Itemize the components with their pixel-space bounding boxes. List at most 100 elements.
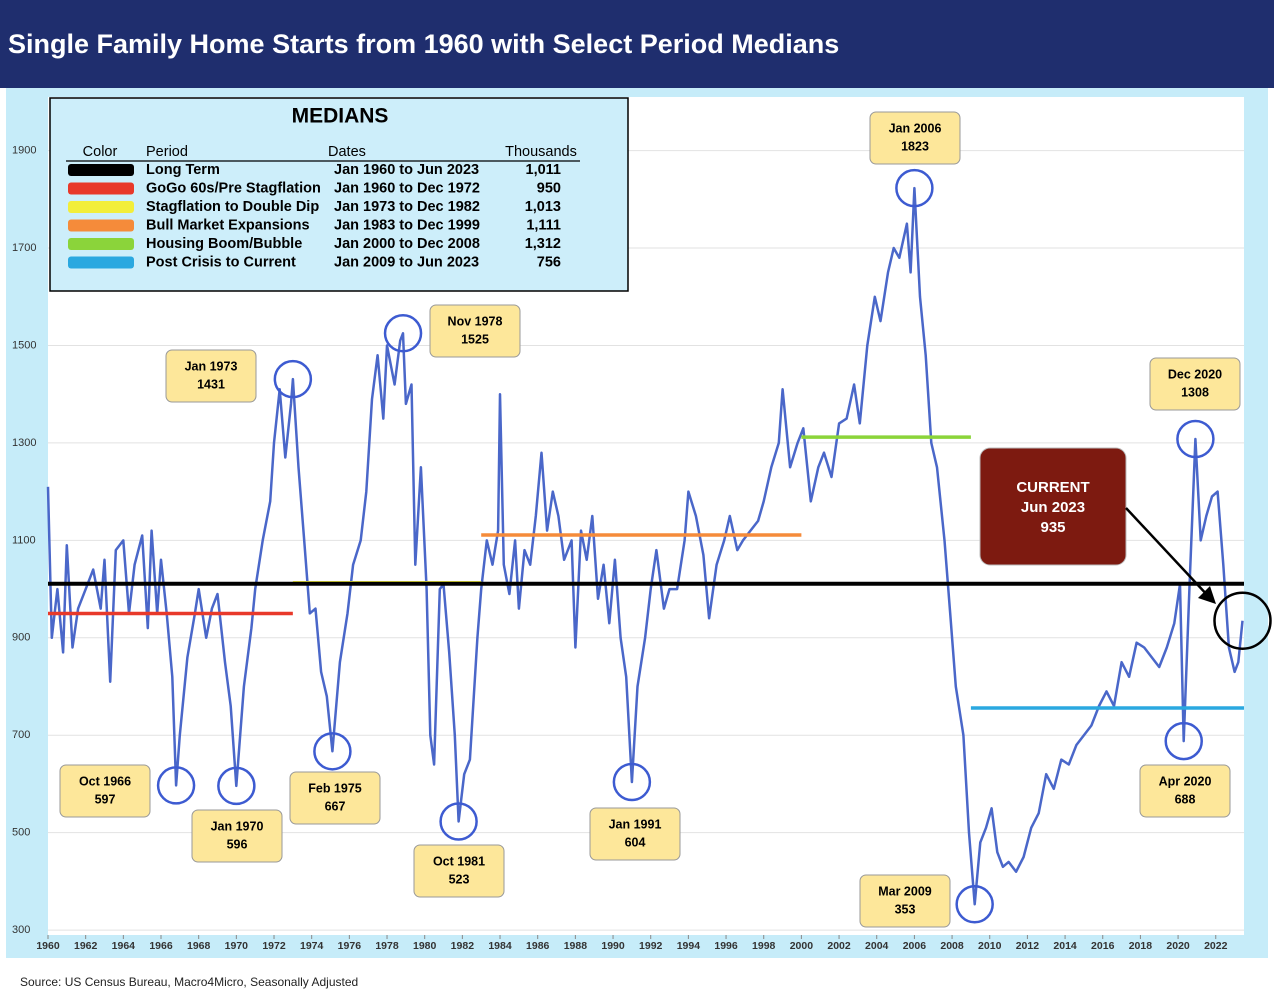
annotation-date: Nov 1978: [448, 314, 503, 328]
current-arrowhead: [1198, 586, 1216, 604]
medians-swatch: [68, 182, 134, 195]
medians-value: 1,011: [526, 162, 562, 178]
x-tick-label: 1990: [601, 940, 625, 952]
x-tick-label: 1982: [451, 940, 475, 952]
highlight-circle: [383, 314, 423, 353]
annotation-box: [1149, 357, 1241, 411]
medians-period: Bull Market Expansions: [146, 217, 310, 233]
annotation-box: [429, 304, 521, 358]
current-circle: [1213, 591, 1272, 650]
annotation-box: [413, 844, 505, 898]
annotation-box: [859, 874, 951, 928]
medians-title: MEDIANS: [292, 105, 389, 128]
y-tick-label: 1700: [12, 242, 36, 254]
y-tick-label: 1100: [12, 534, 36, 546]
medians-value: 756: [537, 254, 561, 270]
x-tick-label: 1960: [36, 940, 60, 952]
current-arrow: [1125, 507, 1211, 599]
annotation-value: 1308: [1181, 385, 1209, 399]
y-tick-label: 900: [12, 632, 30, 644]
x-tick-label: 2010: [978, 940, 1002, 952]
annotation-value: 1431: [197, 377, 225, 391]
x-tick-label: 2018: [1129, 940, 1153, 952]
annotation-value: 604: [625, 835, 646, 849]
annotation-value: 1823: [901, 139, 929, 153]
current-title: CURRENT: [1016, 479, 1089, 496]
x-tick-label: 2012: [1016, 940, 1040, 952]
medians-period: Housing Boom/Bubble: [146, 236, 302, 252]
x-tick-label: 2020: [1166, 940, 1190, 952]
x-tick-label: 2002: [827, 940, 851, 952]
y-tick-label: 700: [12, 729, 30, 741]
medians-dates: Jan 1960 to Dec 1972: [334, 180, 480, 196]
x-tick-label: 1974: [300, 940, 324, 952]
medians-period: Long Term: [146, 162, 220, 178]
annotation-value: 523: [449, 872, 470, 886]
highlight-circle: [1176, 419, 1215, 459]
x-tick-label: 1964: [112, 940, 136, 952]
current-value: 935: [1040, 519, 1065, 536]
current-box: [979, 447, 1127, 566]
current-date: Jun 2023: [1021, 499, 1085, 516]
x-tick-label: 1988: [564, 940, 588, 952]
medians-dates: Jan 1960 to Jun 2023: [334, 162, 479, 178]
annotation-date: Feb 1975: [308, 781, 362, 795]
x-tick-label: 1966: [149, 940, 173, 952]
highlight-circle: [156, 766, 196, 805]
header-band: [0, 0, 1274, 88]
annotation-date: Mar 2009: [878, 884, 932, 898]
medians-swatch: [68, 201, 134, 213]
y-tick-label: 500: [12, 827, 30, 839]
annotation-box: [1139, 764, 1231, 818]
annotation-box: [869, 111, 961, 165]
annotation-date: Apr 2020: [1159, 774, 1212, 788]
highlight-circle: [217, 766, 256, 806]
medians-swatch: [68, 219, 134, 232]
x-tick-label: 1968: [187, 940, 211, 952]
medians-value: 1,312: [525, 236, 561, 252]
x-tick-label: 1962: [74, 940, 98, 952]
medians-period: Post Crisis to Current: [146, 254, 296, 270]
medians-header: Period: [146, 144, 188, 160]
y-tick-label: 300: [12, 924, 30, 936]
x-tick-label: 2004: [865, 940, 889, 952]
highlight-circle: [612, 762, 652, 802]
highlight-circle: [439, 802, 478, 841]
medians-period: Stagflation to Double Dip: [146, 199, 319, 215]
medians-value: 950: [537, 180, 561, 196]
annotation-box: [59, 764, 151, 818]
highlight-circle: [955, 885, 994, 924]
x-tick-label: 2014: [1053, 940, 1077, 952]
x-tick-label: 1976: [338, 940, 362, 952]
y-tick-label: 1900: [12, 144, 36, 156]
x-tick-label: 2000: [790, 940, 814, 952]
annotation-box: [289, 771, 381, 825]
x-tick-label: 2022: [1204, 940, 1228, 952]
medians-value: 1,013: [525, 199, 561, 215]
x-tick-label: 1986: [526, 940, 550, 952]
medians-box: [49, 97, 629, 292]
source-note: Source: US Census Bureau, Macro4Micro, S…: [20, 975, 358, 989]
annotation-value: 353: [895, 902, 916, 916]
y-tick-label: 1300: [12, 437, 36, 449]
medians-swatch: [68, 256, 134, 269]
medians-header: Dates: [328, 144, 366, 160]
medians-dates: Jan 2000 to Dec 2008: [334, 236, 480, 252]
x-tick-label: 2006: [903, 940, 927, 952]
x-tick-label: 1996: [714, 940, 738, 952]
x-tick-label: 1978: [375, 940, 399, 952]
highlight-circle: [273, 359, 313, 399]
annotation-date: Jan 1991: [609, 817, 662, 831]
x-tick-label: 1994: [677, 940, 701, 952]
x-tick-label: 2016: [1091, 940, 1115, 952]
x-tick-label: 1970: [225, 940, 249, 952]
x-tick-label: 1984: [488, 940, 512, 952]
annotation-value: 688: [1175, 792, 1196, 806]
medians-header: Thousands: [505, 144, 577, 160]
data-line: [46, 186, 1244, 906]
medians-swatch: [68, 164, 134, 176]
x-tick-label: 1998: [752, 940, 776, 952]
medians-value: 1,111: [526, 217, 561, 233]
